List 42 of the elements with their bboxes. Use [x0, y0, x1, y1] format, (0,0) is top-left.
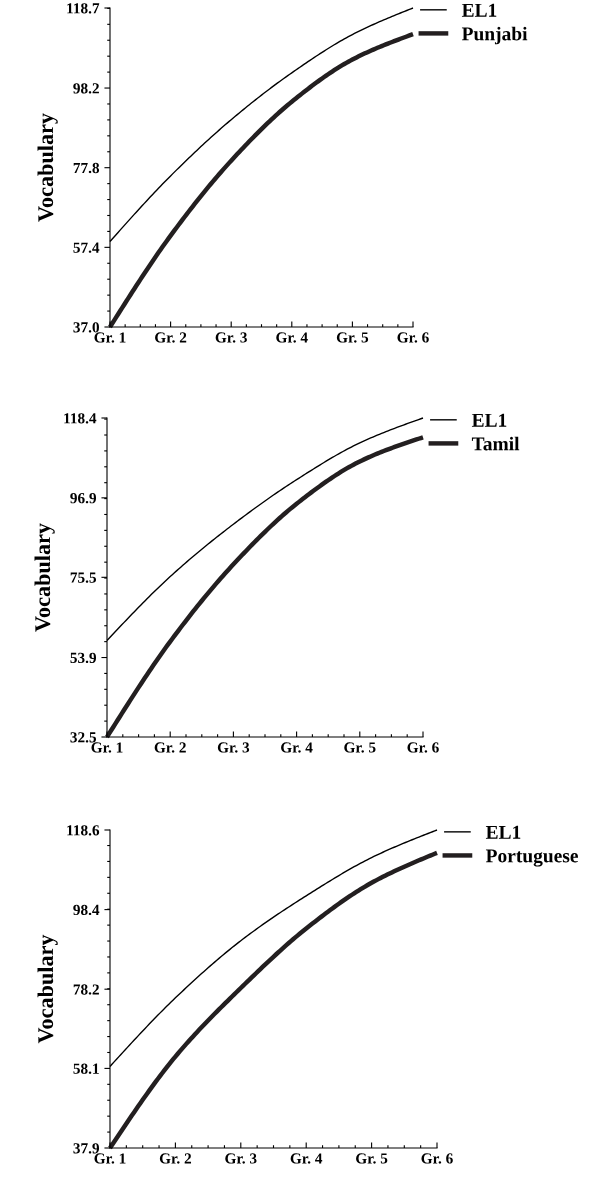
x-tick-label: Gr. 4: [276, 332, 308, 343]
y-tick-label: 98.2: [73, 83, 99, 94]
x-tick-label: Gr. 5: [336, 332, 369, 343]
x-tick-label: Gr. 4: [290, 1153, 323, 1164]
y-tick-label: 118.7: [67, 3, 100, 14]
y-tick-label: 57.4: [73, 242, 100, 253]
x-tick-label: Gr. 1: [94, 332, 126, 343]
y-tick-label: 53.9: [70, 652, 97, 664]
x-tick-label: Gr. 6: [421, 1153, 453, 1164]
x-tick-label: Gr. 1: [91, 742, 123, 753]
y-axis-title: Vocabulary: [34, 523, 55, 632]
y-tick-label: 77.8: [73, 162, 100, 174]
x-tick-label: Gr. 6: [407, 742, 439, 753]
y-tick-label: 98.4: [73, 904, 100, 916]
x-tick-label: Gr. 2: [155, 332, 187, 343]
y-tick-label: 96.9: [70, 493, 97, 504]
y-tick-label: 37.0: [73, 322, 99, 333]
x-tick-label: Gr. 5: [344, 742, 376, 753]
legend-label: EL1: [485, 825, 521, 839]
x-tick-label: Gr. 3: [215, 332, 247, 343]
y-tick-label: 78.2: [73, 984, 99, 995]
x-tick-label: Gr. 3: [217, 742, 250, 753]
legend-label: EL1: [461, 3, 497, 17]
x-tick-label: Gr. 4: [281, 742, 313, 753]
y-tick-label: 37.9: [73, 1143, 100, 1154]
x-tick-label: Gr. 5: [356, 1153, 388, 1164]
y-tick-label: 118.6: [67, 825, 100, 836]
x-tick-label: Gr. 6: [397, 332, 429, 343]
x-tick-label: Gr. 3: [225, 1153, 257, 1164]
y-axis-title: Vocabulary: [37, 934, 58, 1044]
y-tick-label: 32.5: [70, 732, 97, 743]
x-tick-label: Gr. 2: [159, 1153, 192, 1164]
y-tick-label: 58.1: [73, 1063, 99, 1074]
legend-label: Punjabi: [461, 26, 528, 45]
y-tick-label: 118.4: [64, 413, 97, 424]
y-axis-title: Vocabulary: [37, 113, 58, 222]
y-tick-label: 75.5: [70, 572, 97, 583]
x-tick-label: Gr. 1: [94, 1153, 126, 1164]
legend-label: Portuguese: [485, 849, 578, 867]
legend-label: Tamil: [471, 436, 520, 451]
legend-label: EL1: [471, 413, 507, 427]
x-tick-label: Gr. 2: [154, 742, 186, 753]
